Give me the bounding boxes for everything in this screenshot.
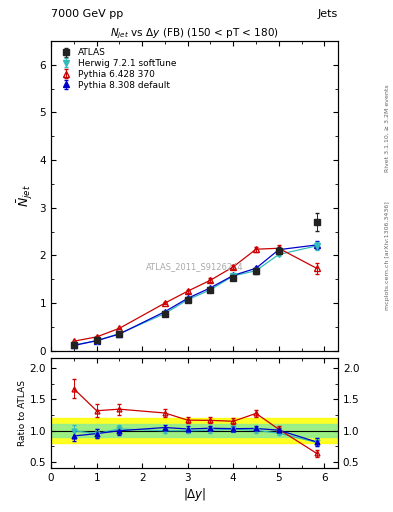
Bar xyxy=(51,418,338,443)
Legend: ATLAS, Herwig 7.2.1 softTune, Pythia 6.428 370, Pythia 8.308 default: ATLAS, Herwig 7.2.1 softTune, Pythia 6.4… xyxy=(55,46,179,92)
Y-axis label: Ratio to ATLAS: Ratio to ATLAS xyxy=(18,380,27,446)
X-axis label: |$\Delta y$|: |$\Delta y$| xyxy=(183,486,206,503)
Bar xyxy=(51,424,338,437)
Text: ATLAS_2011_S9126244: ATLAS_2011_S9126244 xyxy=(146,263,243,271)
Text: Jets: Jets xyxy=(318,9,338,19)
Text: 7000 GeV pp: 7000 GeV pp xyxy=(51,9,123,19)
Text: mcplots.cern.ch [arXiv:1306.3436]: mcplots.cern.ch [arXiv:1306.3436] xyxy=(385,202,389,310)
Y-axis label: $\bar{N}_{jet}$: $\bar{N}_{jet}$ xyxy=(16,184,35,207)
Text: Rivet 3.1.10, ≥ 3.2M events: Rivet 3.1.10, ≥ 3.2M events xyxy=(385,84,389,172)
Title: $N_{jet}$ vs $\Delta y$ (FB) (150 < pT < 180): $N_{jet}$ vs $\Delta y$ (FB) (150 < pT <… xyxy=(110,27,279,41)
